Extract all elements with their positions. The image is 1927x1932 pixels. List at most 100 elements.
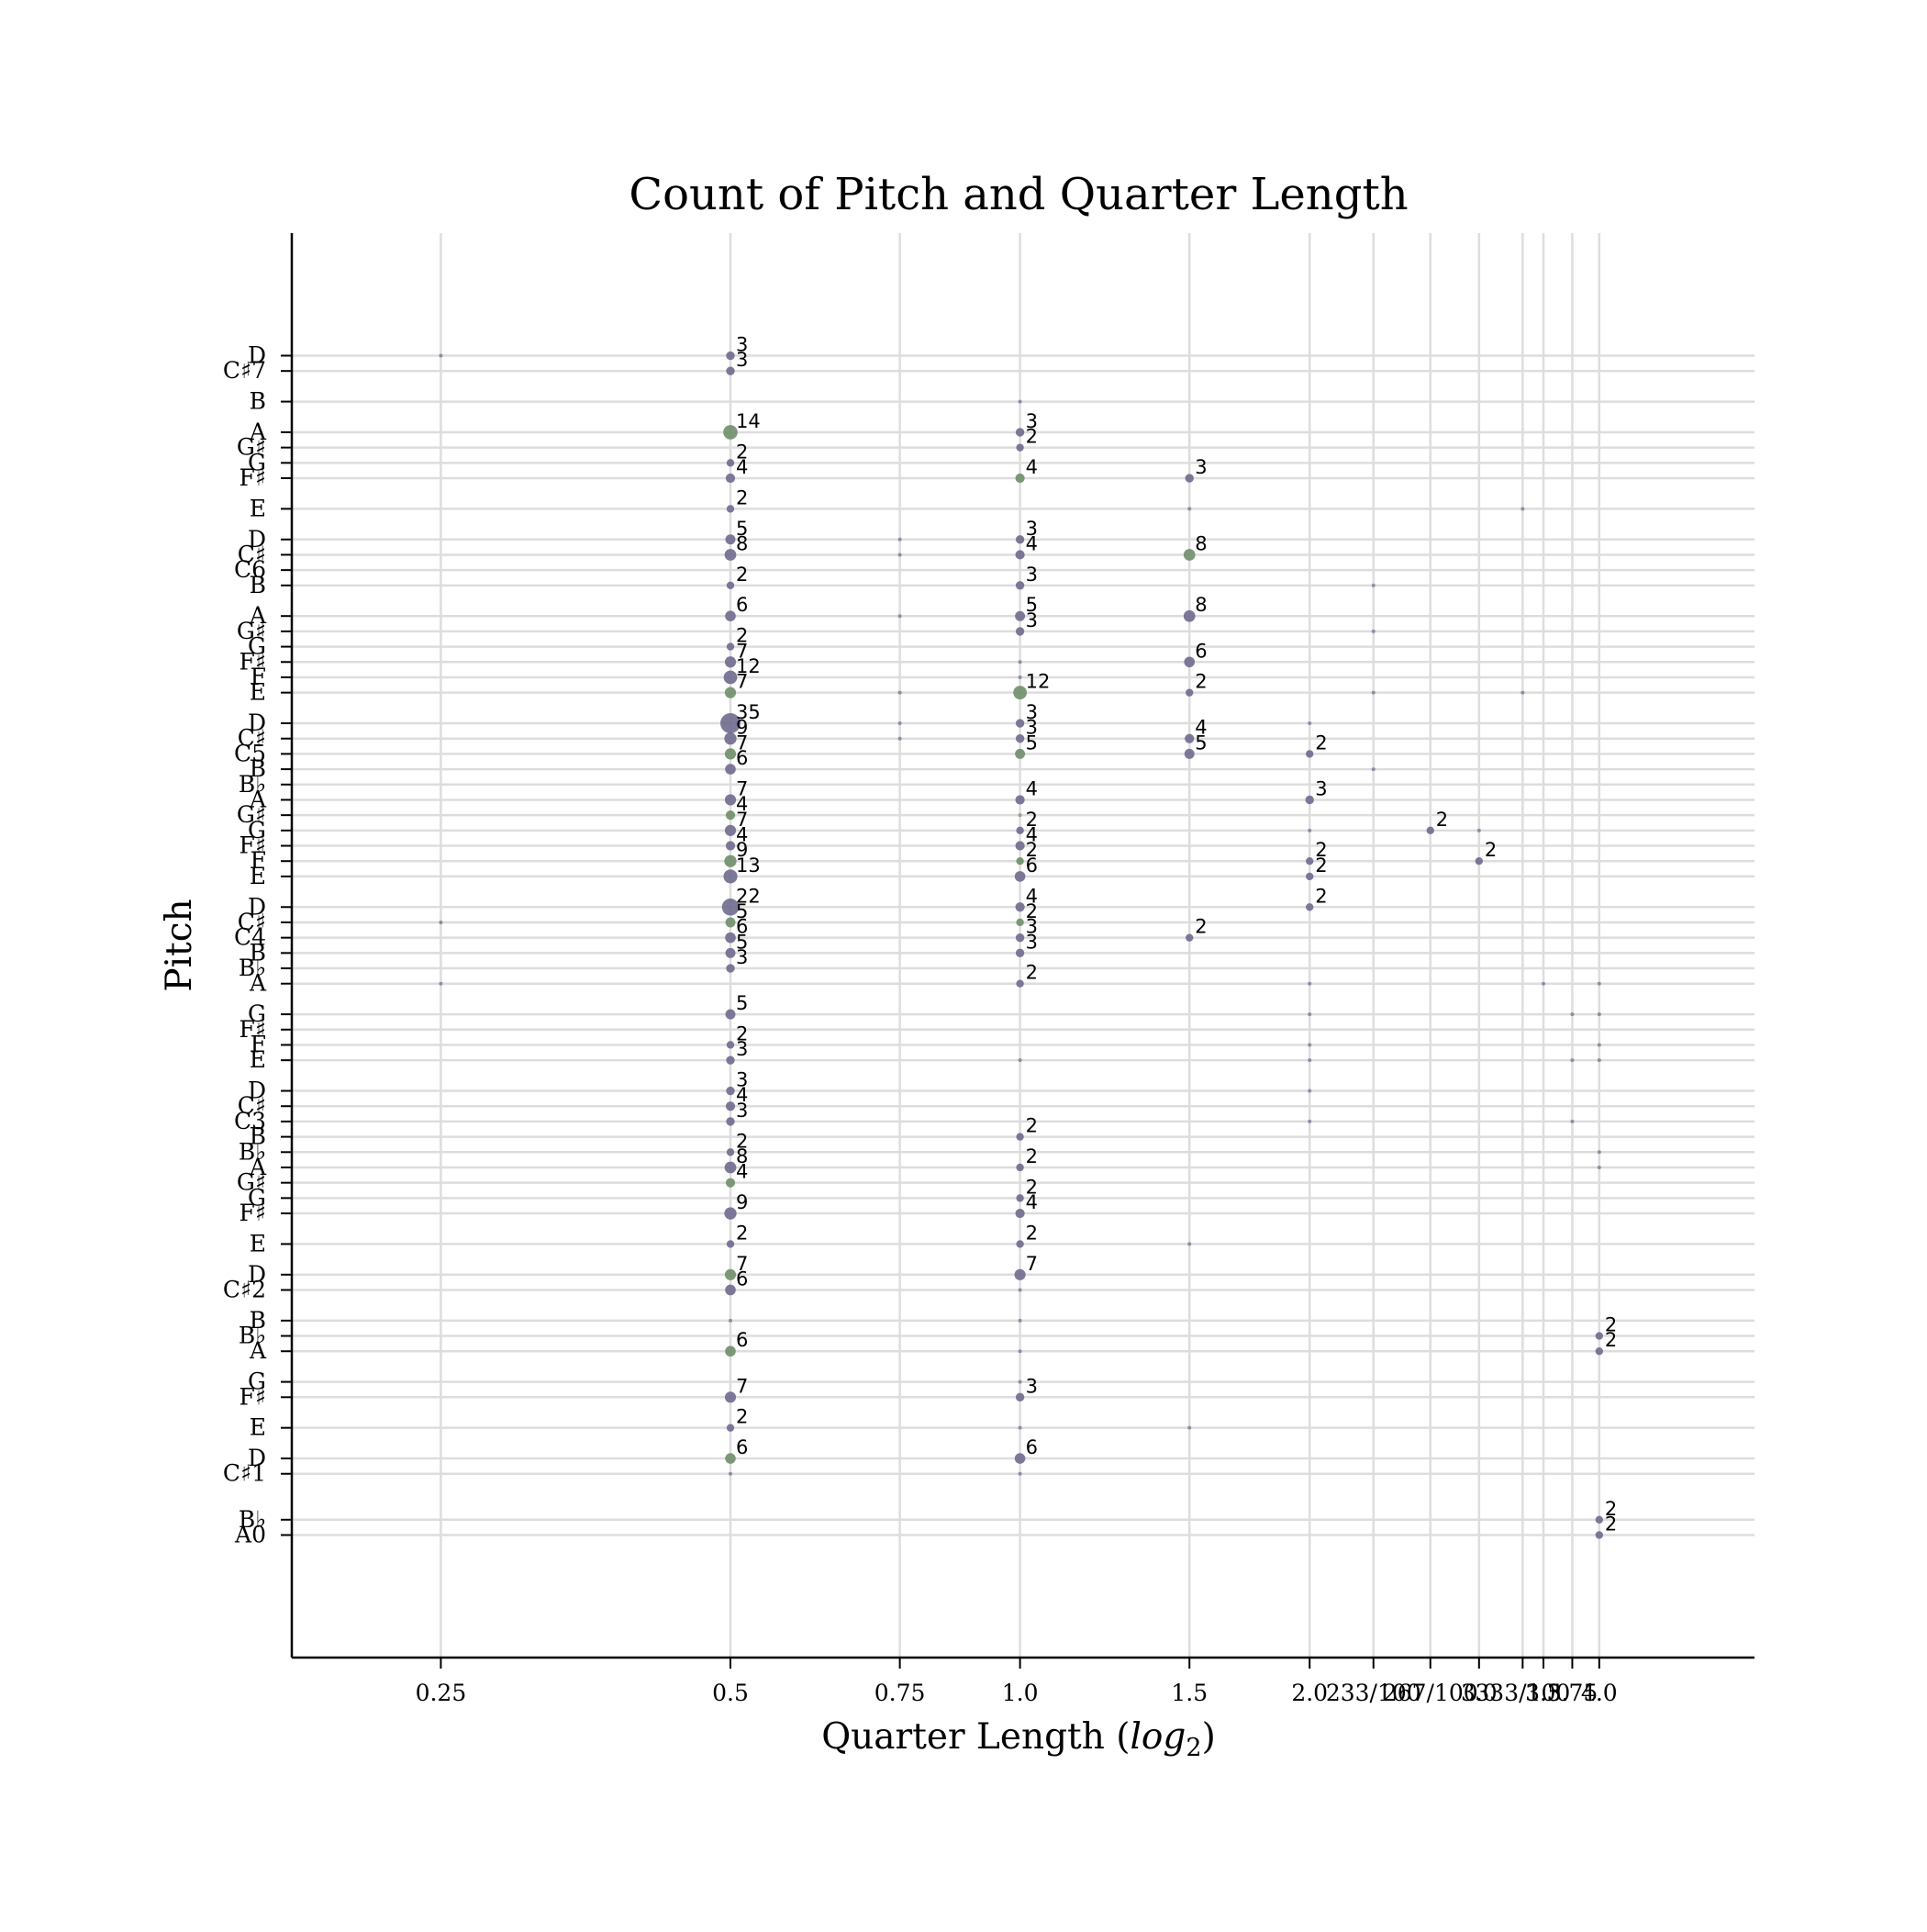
data-label: 6 bbox=[1195, 640, 1207, 662]
y-tick-label: G bbox=[248, 817, 266, 843]
text-layer: Count of Pitch and Quarter Length Quarte… bbox=[159, 169, 1618, 1762]
data-point bbox=[1595, 1347, 1604, 1356]
x-tick-label: 4.0 bbox=[1581, 1680, 1618, 1706]
y-tick-label: F♯ bbox=[239, 464, 266, 491]
data-label: 3 bbox=[736, 1038, 748, 1060]
y-tick-label: A bbox=[249, 419, 267, 445]
data-label: 2 bbox=[736, 564, 748, 586]
data-point bbox=[1018, 675, 1022, 679]
data-point bbox=[724, 732, 737, 745]
y-tick-label: G♯ bbox=[237, 434, 266, 461]
data-label: 9 bbox=[736, 1191, 748, 1213]
y-tick-label: G bbox=[248, 1368, 266, 1395]
data-point bbox=[724, 1391, 737, 1403]
data-point bbox=[1597, 1058, 1601, 1063]
data-point bbox=[726, 1424, 735, 1432]
data-point bbox=[725, 810, 736, 821]
data-label: 8 bbox=[736, 1145, 748, 1167]
data-point bbox=[439, 981, 443, 986]
data-point bbox=[1570, 1119, 1575, 1123]
data-point bbox=[1016, 857, 1024, 865]
y-tick-label: C♯7 bbox=[223, 357, 266, 384]
data-label: 9 bbox=[736, 839, 748, 861]
data-label: 3 bbox=[736, 1100, 748, 1122]
data-label: 5 bbox=[736, 900, 748, 922]
data-point bbox=[1015, 748, 1026, 759]
data-point bbox=[1018, 1349, 1022, 1354]
y-tick-label: C♯ bbox=[238, 909, 266, 935]
data-point bbox=[725, 610, 736, 622]
data-point bbox=[723, 670, 738, 685]
data-label: 3 bbox=[1026, 717, 1038, 739]
data-point bbox=[1306, 857, 1314, 865]
data-label: 2 bbox=[736, 1222, 748, 1244]
data-label: 7 bbox=[736, 809, 748, 831]
data-point bbox=[726, 351, 735, 361]
data-point bbox=[1597, 981, 1601, 986]
y-axis-title: Pitch bbox=[159, 899, 200, 991]
data-label: 12 bbox=[736, 655, 761, 677]
y-tick-label: B♭ bbox=[239, 1506, 266, 1533]
data-label: 3 bbox=[1026, 564, 1038, 586]
y-tick-label: C♯2 bbox=[223, 1276, 266, 1302]
y-tick-label: F bbox=[251, 847, 266, 874]
y-tick-label: D bbox=[248, 1078, 266, 1104]
data-label: 2 bbox=[736, 1406, 748, 1428]
data-label: 3 bbox=[1026, 518, 1038, 540]
data-label: 22 bbox=[736, 885, 761, 907]
data-point bbox=[1371, 690, 1376, 695]
data-point bbox=[1015, 627, 1025, 636]
data-point bbox=[1308, 1012, 1312, 1017]
data-point bbox=[726, 1055, 735, 1065]
data-point bbox=[897, 553, 902, 557]
y-tick-label: B bbox=[250, 939, 266, 966]
data-point bbox=[724, 794, 737, 806]
data-point bbox=[723, 869, 738, 884]
data-label: 2 bbox=[1315, 839, 1327, 861]
data-label: 2 bbox=[1026, 1145, 1038, 1167]
y-tick-label: B bbox=[250, 572, 266, 598]
data-point bbox=[1520, 690, 1525, 695]
y-tick-label: E bbox=[250, 1046, 266, 1073]
data-label: 4 bbox=[736, 456, 748, 478]
data-point bbox=[897, 721, 902, 726]
data-point bbox=[1187, 1242, 1192, 1246]
data-point bbox=[1308, 1119, 1312, 1123]
x-tick-label: 0.25 bbox=[416, 1680, 467, 1706]
data-point bbox=[897, 614, 902, 619]
y-tick-label: E bbox=[250, 1230, 266, 1256]
y-tick-label: F♯ bbox=[239, 1383, 266, 1410]
data-label: 2 bbox=[736, 1130, 748, 1152]
data-point bbox=[1597, 1012, 1601, 1017]
x-tick-label: 2.0 bbox=[1291, 1680, 1328, 1706]
data-label: 3 bbox=[1026, 701, 1038, 723]
data-label: 2 bbox=[1315, 731, 1327, 754]
data-point bbox=[1018, 399, 1022, 404]
data-point bbox=[1183, 609, 1196, 622]
data-label: 6 bbox=[1026, 854, 1038, 877]
data-point bbox=[1016, 1240, 1024, 1248]
data-label: 4 bbox=[736, 793, 748, 815]
y-tick-label: F♯ bbox=[239, 1200, 266, 1226]
data-point bbox=[1014, 871, 1026, 882]
data-point bbox=[723, 425, 738, 440]
data-point bbox=[1187, 1425, 1192, 1430]
data-point bbox=[1308, 1058, 1312, 1063]
data-point bbox=[1015, 550, 1025, 560]
data-label: 2 bbox=[1026, 426, 1038, 448]
y-tick-label: F♯ bbox=[239, 832, 266, 859]
data-point bbox=[1184, 748, 1195, 759]
data-point bbox=[725, 947, 736, 958]
marks-layer bbox=[439, 351, 1604, 1539]
data-point bbox=[1371, 629, 1376, 633]
axes-layer bbox=[281, 233, 1754, 1669]
data-point bbox=[1016, 443, 1024, 452]
y-tick-label: C5 bbox=[234, 740, 266, 766]
data-point bbox=[1306, 872, 1314, 881]
data-label: 6 bbox=[736, 1268, 748, 1290]
data-label: 2 bbox=[1026, 1115, 1038, 1137]
data-label: 6 bbox=[736, 594, 748, 616]
y-tick-label: B♭ bbox=[239, 1138, 266, 1165]
data-point bbox=[724, 854, 737, 867]
y-tick-label: C♯ bbox=[238, 725, 266, 752]
